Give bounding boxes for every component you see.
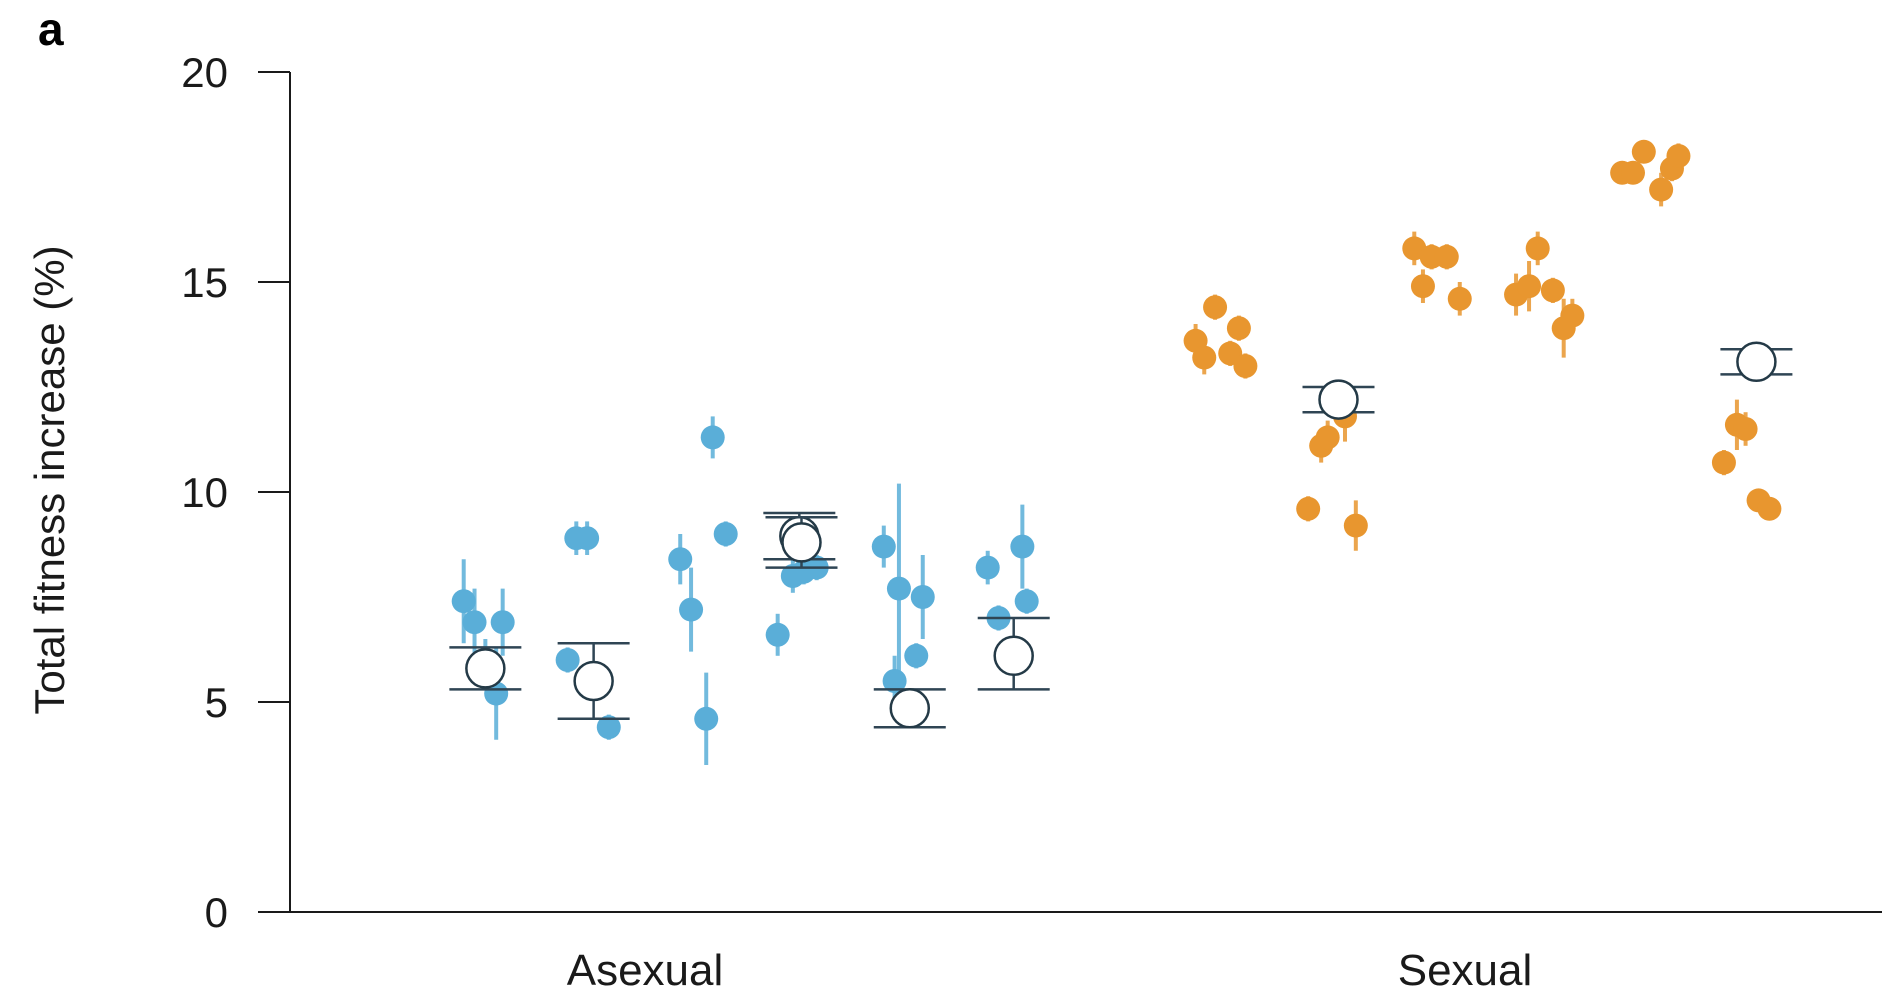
data-point-11-0 <box>1711 450 1736 475</box>
data-points <box>451 139 1782 740</box>
y-tick-label-15: 15 <box>181 259 228 306</box>
mean-marker-4 <box>889 688 931 729</box>
data-point-6-2 <box>1203 295 1228 320</box>
data-point-9-3 <box>1540 278 1565 303</box>
category-label-sexual: Sexual <box>1398 946 1533 993</box>
mean-marker-7 <box>1318 379 1359 420</box>
data-point-2-4 <box>713 522 738 546</box>
panel-label: a <box>38 3 64 55</box>
data-point-9-5 <box>1560 303 1585 328</box>
mean-marker-0 <box>465 648 506 689</box>
data-point-10-3 <box>1649 177 1674 202</box>
data-point-0-0 <box>451 589 476 614</box>
y-tick-label-20: 20 <box>181 49 228 96</box>
mean-marker-5 <box>993 635 1034 677</box>
data-point-3-0 <box>765 622 790 647</box>
y-tick-label-10: 10 <box>181 469 228 516</box>
data-point-2-2 <box>694 706 719 731</box>
data-point-10-2 <box>1631 139 1656 164</box>
data-point-10-1 <box>1620 160 1645 185</box>
data-point-1-2 <box>575 526 600 551</box>
y-tick-label-0: 0 <box>205 889 228 936</box>
axes: 0 5 10 15 20 <box>181 49 1882 936</box>
data-point-6-1 <box>1192 345 1217 370</box>
data-point-7-0 <box>1296 496 1321 521</box>
data-point-8-4 <box>1447 286 1472 311</box>
data-point-0-4 <box>490 610 515 635</box>
data-point-6-4 <box>1226 316 1251 341</box>
data-point-4-2 <box>886 576 911 601</box>
category-labels: Asexual Sexual <box>567 946 1533 993</box>
data-point-4-4 <box>910 585 935 609</box>
data-point-11-4 <box>1757 496 1782 521</box>
data-point-11-2 <box>1733 417 1758 441</box>
data-point-6-5 <box>1233 354 1258 378</box>
data-point-1-3 <box>596 715 621 740</box>
y-axis-title: Total fitness increase (%) <box>26 245 73 714</box>
mean-marker-3 <box>781 522 822 563</box>
data-point-1-0 <box>555 648 580 672</box>
data-point-5-2 <box>1010 534 1035 559</box>
data-point-4-3 <box>904 643 929 668</box>
mean-markers <box>449 341 1793 729</box>
mean-marker-11 <box>1736 341 1777 383</box>
data-point-4-0 <box>871 534 896 559</box>
data-point-0-1 <box>462 610 487 635</box>
data-point-10-5 <box>1666 144 1691 168</box>
y-tick-label-5: 5 <box>205 679 228 726</box>
data-point-5-3 <box>1014 589 1039 614</box>
errorbars <box>461 143 1772 765</box>
data-point-9-2 <box>1525 236 1550 261</box>
data-point-8-1 <box>1410 274 1435 299</box>
data-point-4-1 <box>882 669 907 693</box>
data-point-7-2 <box>1315 425 1340 450</box>
data-point-7-4 <box>1343 513 1368 538</box>
mean-marker-1 <box>573 660 614 702</box>
category-label-asexual: Asexual <box>567 946 724 993</box>
data-point-8-3 <box>1434 244 1459 269</box>
data-point-5-0 <box>975 555 1000 580</box>
data-point-2-1 <box>679 597 704 622</box>
data-point-2-3 <box>700 425 725 450</box>
data-point-9-1 <box>1517 274 1542 299</box>
data-point-2-0 <box>668 547 693 572</box>
